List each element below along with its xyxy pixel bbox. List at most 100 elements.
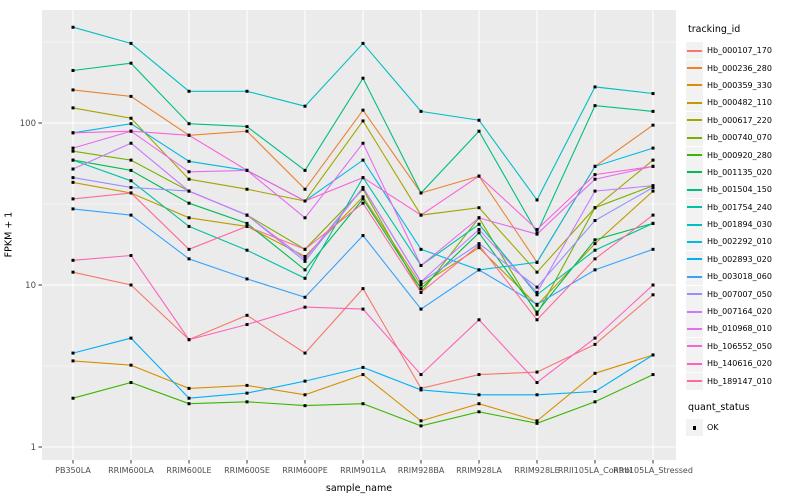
- data-point[interactable]: [129, 61, 133, 65]
- data-point[interactable]: [71, 176, 75, 180]
- data-point[interactable]: [129, 179, 133, 183]
- data-point[interactable]: [361, 187, 365, 191]
- data-point[interactable]: [71, 158, 75, 162]
- data-point[interactable]: [245, 168, 249, 172]
- data-point[interactable]: [593, 173, 597, 177]
- data-point[interactable]: [593, 164, 597, 168]
- data-point[interactable]: [419, 424, 423, 428]
- data-point[interactable]: [187, 402, 191, 406]
- data-point[interactable]: [477, 231, 481, 235]
- data-point[interactable]: [303, 199, 307, 203]
- data-point[interactable]: [361, 197, 365, 201]
- data-point[interactable]: [651, 185, 655, 189]
- data-point[interactable]: [245, 400, 249, 404]
- data-point[interactable]: [303, 295, 307, 299]
- data-point[interactable]: [361, 41, 365, 45]
- data-point[interactable]: [187, 338, 191, 342]
- data-point[interactable]: [361, 307, 365, 311]
- data-point[interactable]: [651, 158, 655, 162]
- data-point[interactable]: [419, 247, 423, 251]
- data-point[interactable]: [245, 125, 249, 129]
- data-point[interactable]: [535, 312, 539, 316]
- data-point[interactable]: [187, 189, 191, 193]
- data-point[interactable]: [303, 393, 307, 397]
- data-point[interactable]: [129, 168, 133, 172]
- data-point[interactable]: [71, 68, 75, 72]
- data-point[interactable]: [71, 149, 75, 153]
- data-point[interactable]: [71, 258, 75, 262]
- data-point[interactable]: [477, 318, 481, 322]
- data-point[interactable]: [245, 323, 249, 327]
- data-point[interactable]: [303, 104, 307, 108]
- data-point[interactable]: [303, 305, 307, 309]
- data-point[interactable]: [187, 247, 191, 251]
- data-point[interactable]: [477, 243, 481, 247]
- data-point[interactable]: [71, 131, 75, 135]
- data-point[interactable]: [361, 287, 365, 291]
- data-point[interactable]: [593, 257, 597, 261]
- data-point[interactable]: [419, 419, 423, 423]
- data-point[interactable]: [303, 268, 307, 272]
- data-point[interactable]: [245, 224, 249, 228]
- data-point[interactable]: [419, 213, 423, 217]
- data-point[interactable]: [361, 373, 365, 377]
- data-point[interactable]: [419, 191, 423, 195]
- data-point[interactable]: [651, 92, 655, 96]
- data-point[interactable]: [535, 381, 539, 385]
- data-point[interactable]: [535, 310, 539, 314]
- data-point[interactable]: [129, 213, 133, 217]
- data-point[interactable]: [245, 89, 249, 93]
- data-point[interactable]: [593, 104, 597, 108]
- data-point[interactable]: [651, 189, 655, 193]
- data-point[interactable]: [593, 268, 597, 272]
- data-point[interactable]: [477, 174, 481, 178]
- data-point[interactable]: [535, 318, 539, 322]
- data-point[interactable]: [187, 133, 191, 137]
- data-point[interactable]: [651, 184, 655, 188]
- data-point[interactable]: [535, 260, 539, 264]
- data-point[interactable]: [419, 109, 423, 113]
- data-point[interactable]: [593, 336, 597, 340]
- data-point[interactable]: [129, 41, 133, 45]
- data-point[interactable]: [361, 119, 365, 123]
- data-point[interactable]: [419, 386, 423, 390]
- data-point[interactable]: [71, 88, 75, 92]
- data-point[interactable]: [419, 373, 423, 377]
- data-point[interactable]: [71, 359, 75, 363]
- data-point[interactable]: [187, 177, 191, 181]
- data-point[interactable]: [303, 257, 307, 261]
- data-point[interactable]: [593, 219, 597, 223]
- data-point[interactable]: [419, 263, 423, 267]
- data-point[interactable]: [71, 106, 75, 110]
- data-point[interactable]: [71, 351, 75, 355]
- data-point[interactable]: [129, 94, 133, 98]
- data-point[interactable]: [187, 257, 191, 261]
- data-point[interactable]: [361, 402, 365, 406]
- data-point[interactable]: [303, 351, 307, 355]
- data-point[interactable]: [129, 363, 133, 367]
- data-point[interactable]: [535, 421, 539, 425]
- data-point[interactable]: [187, 386, 191, 390]
- data-point[interactable]: [593, 238, 597, 242]
- data-point[interactable]: [651, 164, 655, 168]
- data-point[interactable]: [535, 232, 539, 236]
- data-point[interactable]: [651, 221, 655, 225]
- data-point[interactable]: [129, 141, 133, 145]
- data-point[interactable]: [129, 283, 133, 287]
- data-point[interactable]: [477, 268, 481, 272]
- data-point[interactable]: [477, 118, 481, 122]
- data-point[interactable]: [593, 342, 597, 346]
- data-point[interactable]: [651, 146, 655, 150]
- data-point[interactable]: [129, 185, 133, 189]
- data-point[interactable]: [245, 313, 249, 317]
- data-point[interactable]: [593, 242, 597, 246]
- data-point[interactable]: [303, 259, 307, 263]
- data-point[interactable]: [593, 206, 597, 210]
- data-point[interactable]: [245, 248, 249, 252]
- data-point[interactable]: [245, 277, 249, 281]
- data-point[interactable]: [535, 302, 539, 306]
- data-point[interactable]: [303, 404, 307, 408]
- data-point[interactable]: [419, 388, 423, 392]
- data-point[interactable]: [651, 353, 655, 357]
- data-point[interactable]: [129, 191, 133, 195]
